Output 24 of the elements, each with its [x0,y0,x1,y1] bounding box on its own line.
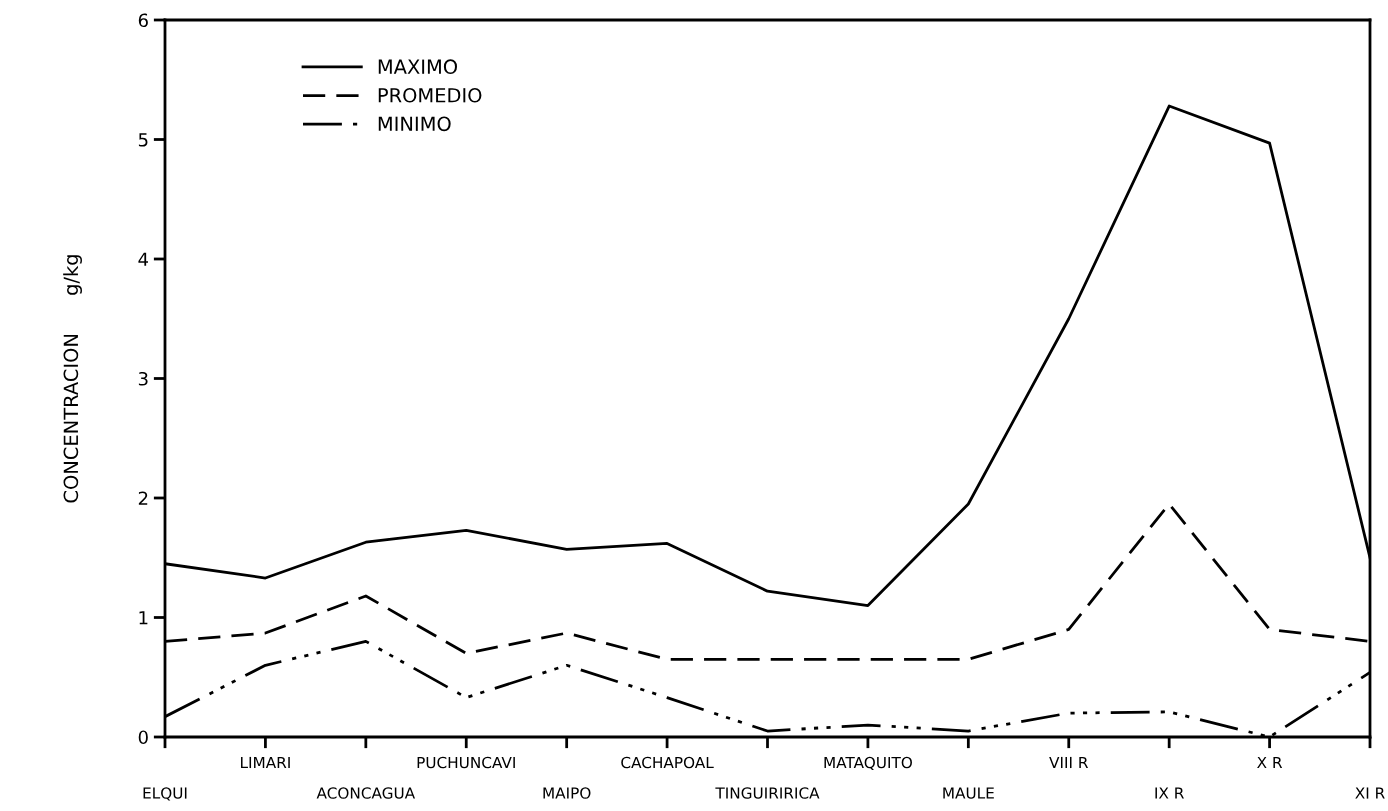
y-tick-label: 5 [138,133,148,147]
y-tick-label: 4 [138,252,149,266]
x-tick-label: LIMARI [241,756,290,769]
x-tick-label: MATAQUITO [824,756,912,771]
y-tick-label: 3 [138,371,148,386]
x-tick-label: X R [1257,756,1283,769]
x-tick-label: CACHAPOAL [621,756,714,769]
x-tick-label: TINGUIRIRICA [715,787,820,799]
x-tick-label: VIII R [1049,756,1089,769]
legend-label: PROMEDIO [378,87,482,103]
y-tick-label: 6 [138,13,148,28]
x-tick-label: MAIPO [543,787,591,799]
x-tick-label: ACONCAGUA [316,787,416,799]
y-tick-label: 2 [138,491,148,505]
y-axis-title: CONCENTRACION g/kg [63,255,82,503]
y-tick-label: 0 [138,730,148,745]
x-tick-label: IX R [1155,787,1184,799]
x-tick-label: XI R [1355,787,1385,799]
x-tick-label: PUCHUNCAVI [417,756,515,769]
legend-label: MINIMO [378,116,451,132]
x-tick-label: ELQUI [143,787,187,801]
y-tick-label: 1 [139,611,148,625]
legend-label: MAXIMO [378,59,458,75]
x-tick-label: MAULE [943,787,994,799]
